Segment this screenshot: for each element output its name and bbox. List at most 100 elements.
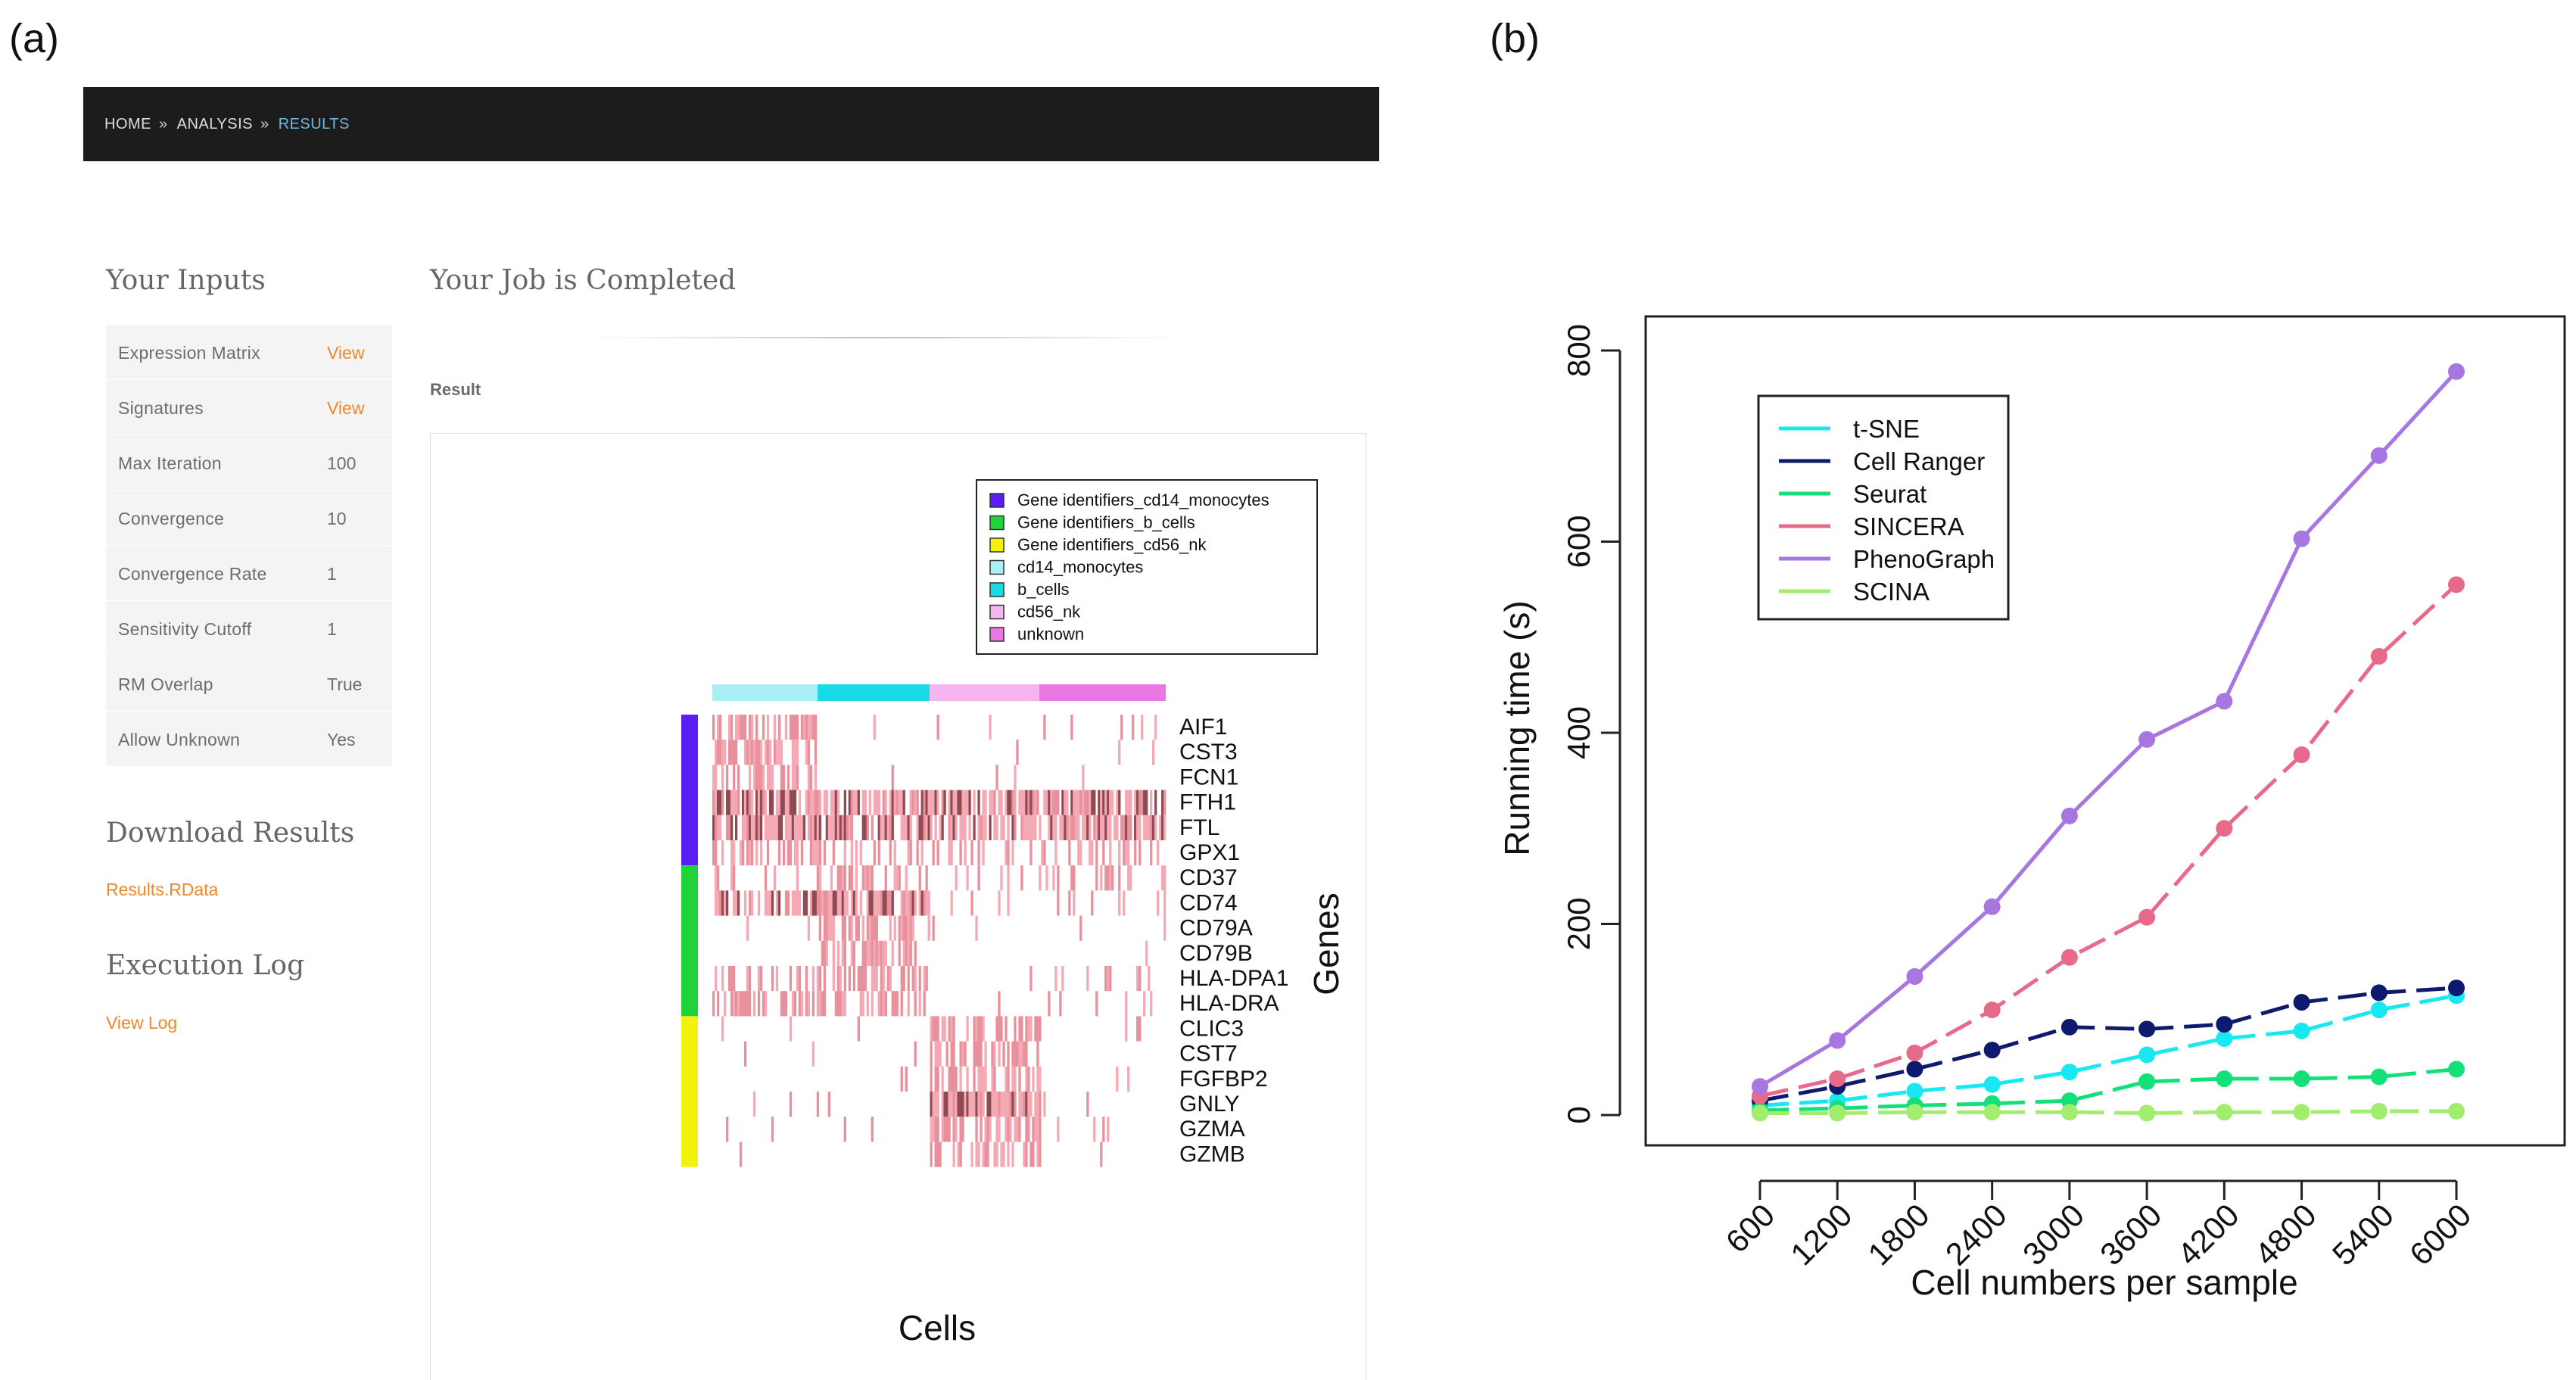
- data-point: [2216, 693, 2233, 710]
- data-point: [1906, 1104, 1923, 1121]
- legend-swatch: [989, 515, 1005, 531]
- heatmap-figure: Gene identifiers_cd14_monocytes Gene iden…: [681, 479, 1346, 1347]
- input-value: True: [327, 674, 363, 694]
- x-tick-label: 1200: [1783, 1197, 1858, 1272]
- input-label: Convergence: [118, 509, 225, 528]
- results-rdata-link[interactable]: Results.RData: [106, 880, 219, 899]
- data-point: [2138, 1046, 2156, 1064]
- gene-label: FTH1: [1179, 790, 1236, 815]
- breadcrumb-results[interactable]: RESULTS: [278, 116, 350, 132]
- data-point: [2448, 1102, 2465, 1120]
- input-value: 100: [327, 453, 357, 473]
- input-label: Expression Matrix: [118, 343, 260, 363]
- gene-label: CST3: [1179, 740, 1238, 765]
- view-link[interactable]: View: [327, 398, 365, 418]
- gene-label: CD79A: [1179, 916, 1253, 941]
- data-point: [2370, 1068, 2388, 1086]
- input-row: Max Iteration 100: [106, 435, 392, 490]
- y-tick-label: 800: [1561, 324, 1596, 377]
- data-point: [2293, 746, 2310, 764]
- data-point: [1829, 1070, 1846, 1088]
- x-tick-label: 3600: [2093, 1197, 2168, 1272]
- data-point: [2060, 1018, 2078, 1036]
- data-point: [2060, 807, 2078, 824]
- x-tick-label: 1800: [1861, 1197, 1936, 1272]
- download-heading: Download Results: [106, 818, 355, 849]
- legend-label: b_cells: [1017, 580, 1069, 599]
- data-point: [2138, 730, 2156, 748]
- input-label: Sensitivity Cutoff: [118, 619, 252, 639]
- data-point: [1983, 1076, 2001, 1093]
- legend-entry: Seurat: [1853, 480, 1927, 508]
- legend-swatch: [989, 559, 1005, 575]
- result-box: [430, 433, 1366, 1380]
- legend-entry: PhenoGraph: [1853, 545, 1995, 573]
- x-tick-label: 4800: [2248, 1197, 2323, 1272]
- gene-group-block: [681, 1016, 698, 1167]
- gene-label: AIF1: [1179, 715, 1227, 740]
- input-value: Yes: [327, 730, 356, 749]
- input-row: RM Overlap True: [106, 656, 392, 711]
- input-label: Signatures: [118, 398, 204, 418]
- data-point: [1983, 898, 2001, 915]
- heatmap-y-label: Genes: [1307, 892, 1346, 995]
- series-scina: [1752, 1102, 2465, 1122]
- data-point: [2060, 949, 2078, 966]
- gene-label: FGFBP2: [1179, 1067, 1268, 1092]
- data-point: [1983, 1104, 2001, 1121]
- gene-label: FCN1: [1179, 765, 1238, 790]
- gene-label: GZMA: [1179, 1117, 1245, 1142]
- view-log-link[interactable]: View Log: [106, 1013, 178, 1033]
- x-tick-label: 600: [1719, 1197, 1782, 1260]
- gene-label: CD74: [1179, 890, 1238, 915]
- input-value: 1: [327, 619, 337, 639]
- gene-label: CD79B: [1179, 941, 1253, 966]
- legend-swatch: [989, 604, 1005, 620]
- execution-log-heading: Execution Log: [106, 950, 305, 981]
- cell-type-block: [1039, 684, 1166, 701]
- cell-type-block: [712, 684, 818, 701]
- data-point: [2370, 1102, 2388, 1120]
- gene-label: GPX1: [1179, 840, 1240, 865]
- data-point: [2060, 1064, 2078, 1081]
- x-tick-label: 4200: [2170, 1197, 2245, 1272]
- legend-swatch: [989, 627, 1005, 642]
- y-tick-label: 200: [1561, 897, 1596, 950]
- breadcrumb: HOME » ANALYSIS » RESULTS: [104, 116, 350, 133]
- series-line: [1759, 993, 2457, 1107]
- breadcrumb-analysis[interactable]: ANALYSIS: [176, 116, 253, 132]
- data-point: [1983, 1002, 2001, 1019]
- input-label: Convergence Rate: [118, 564, 267, 584]
- data-point: [2216, 820, 2233, 837]
- data-point: [2448, 576, 2465, 593]
- y-tick-label: 400: [1561, 706, 1596, 759]
- input-label: Allow Unknown: [118, 730, 241, 749]
- input-row: Allow Unknown Yes: [106, 711, 392, 766]
- view-link[interactable]: View: [327, 343, 365, 363]
- breadcrumb-separator: »: [260, 116, 269, 132]
- data-point: [1752, 1104, 1768, 1122]
- data-point: [1906, 1044, 1923, 1061]
- top-nav-bar: HOME » ANALYSIS » RESULTS: [83, 87, 1379, 161]
- legend-label: unknown: [1017, 625, 1084, 643]
- legend-entry: SINCERA: [1853, 512, 1964, 540]
- gene-label: CST7: [1179, 1042, 1238, 1067]
- y-tick-label: 600: [1561, 515, 1596, 568]
- inputs-table: Expression Matrix View Signatures View Max I…: [106, 324, 392, 766]
- gene-group-bar: [681, 715, 698, 1167]
- legend-entry: SCINA: [1853, 578, 1930, 606]
- cell-annotation-bar: [712, 684, 1166, 701]
- data-point: [2060, 1092, 2078, 1110]
- data-point: [1829, 1104, 1846, 1122]
- job-completed-heading: Your Job is Completed: [430, 265, 737, 296]
- gene-label: CD37: [1179, 865, 1238, 890]
- breadcrumb-home[interactable]: HOME: [104, 116, 151, 132]
- input-value: 1: [327, 564, 337, 584]
- data-point: [2216, 1016, 2233, 1033]
- data-point: [2293, 530, 2310, 547]
- y-tick-label: 0: [1561, 1106, 1596, 1123]
- series-cell-ranger: [1752, 980, 2465, 1110]
- input-row: Signatures View: [106, 379, 392, 435]
- data-point: [1906, 967, 1923, 985]
